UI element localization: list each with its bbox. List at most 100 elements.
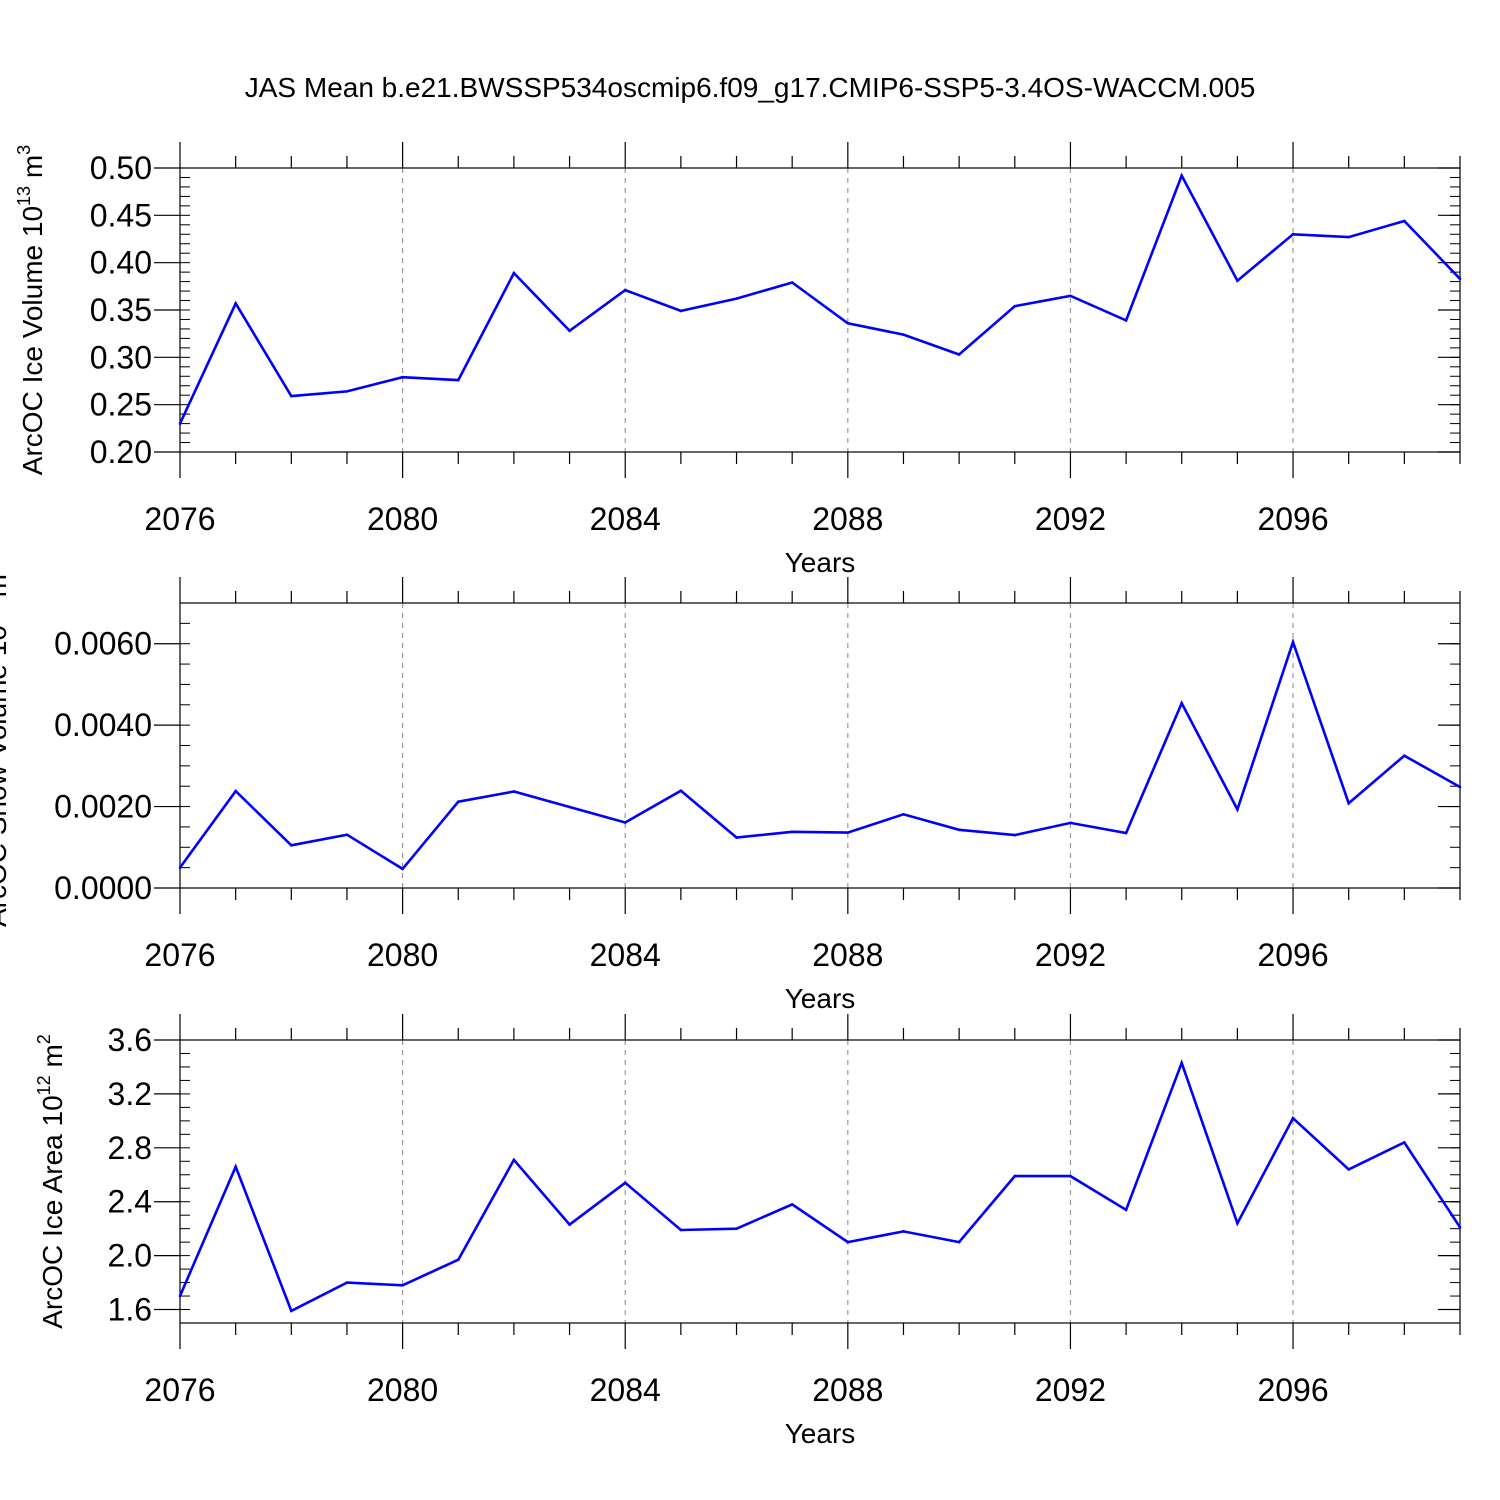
data-point	[401, 867, 404, 871]
data-point	[735, 297, 738, 300]
data-point	[623, 1181, 627, 1185]
data-point	[345, 833, 349, 836]
series-line-snow-volume	[178, 638, 1461, 871]
data-point	[790, 281, 794, 284]
data-point	[456, 378, 460, 382]
data-point	[512, 271, 516, 275]
data-point	[679, 789, 683, 792]
data-point	[1291, 640, 1295, 644]
data-point	[1180, 701, 1184, 705]
data-point	[401, 1283, 404, 1287]
data-point	[1013, 1174, 1017, 1178]
data-point	[623, 288, 627, 292]
data-point	[1458, 277, 1462, 281]
y-tick-label: 0.25	[90, 387, 152, 423]
data-point	[568, 805, 571, 809]
data-point	[902, 813, 905, 816]
data-point	[790, 830, 794, 834]
data-point	[568, 1223, 571, 1226]
x-tick-label: 2096	[1257, 937, 1328, 973]
y-tick-label: 3.6	[108, 1022, 152, 1058]
y-axis-title: ArcOC Ice Volume 1013 m3	[14, 145, 48, 475]
data-point	[1236, 279, 1239, 282]
plot-frame	[179, 602, 1461, 889]
x-tick-label: 2080	[367, 1372, 438, 1408]
x-tick-label: 2092	[1035, 937, 1106, 973]
data-point	[1403, 1141, 1406, 1144]
data-point	[456, 1258, 460, 1261]
data-point	[1458, 1226, 1462, 1229]
x-tick-label: 2096	[1257, 501, 1328, 537]
data-point	[345, 1281, 349, 1284]
x-tick-label: 2084	[590, 1372, 661, 1408]
data-point	[290, 1309, 293, 1313]
data-point	[178, 1294, 182, 1298]
y-tick-label: 0.45	[90, 197, 152, 233]
x-tick-label: 2088	[812, 937, 883, 973]
x-tick-label: 2092	[1035, 501, 1106, 537]
y-tick-label: 0.0040	[54, 707, 152, 743]
y-tick-label: 2.0	[108, 1238, 152, 1274]
data-point	[1180, 174, 1184, 177]
panel-ice-volume: 2076 2080 2084 2088 2092 2096 0.20 0.25 0.30 0.35…	[14, 142, 1462, 578]
x-tick-label: 2088	[812, 501, 883, 537]
y-tick-label: 0.40	[90, 245, 152, 281]
y-tick-label: 0.0020	[54, 789, 152, 825]
y-tick-label: 0.20	[90, 434, 152, 470]
data-point	[345, 390, 349, 393]
data-point	[1124, 1208, 1128, 1212]
y-axis-title: ArcOC Ice Area 1012 m2	[34, 1034, 68, 1329]
data-point	[679, 309, 683, 313]
x-tick-label: 2080	[367, 937, 438, 973]
data-point	[1403, 754, 1406, 757]
y-tick-label: 2.4	[108, 1184, 152, 1220]
data-point	[846, 831, 850, 834]
data-point	[1347, 1168, 1350, 1171]
series-line-ice-area	[178, 1059, 1462, 1313]
data-point	[1403, 219, 1406, 223]
x-tick-label: 2076	[144, 1372, 215, 1408]
data-point	[679, 1228, 683, 1232]
x-tick-label: 2088	[812, 1372, 883, 1408]
x-tick-label: 2084	[590, 937, 661, 973]
data-point	[1347, 235, 1350, 239]
y-tick-label: 3.2	[108, 1076, 152, 1112]
y-tick-label: 2.8	[108, 1130, 152, 1166]
data-point	[1013, 833, 1017, 837]
data-point	[846, 1240, 850, 1244]
y-axis-title: ArcOC Snow Volume 1013 m3	[0, 564, 12, 927]
data-point	[178, 422, 182, 425]
x-axis-title: Years	[785, 1418, 856, 1449]
data-point	[456, 800, 460, 803]
data-point	[1069, 821, 1072, 825]
x-tick-label: 2096	[1257, 1372, 1328, 1408]
data-point	[1124, 831, 1128, 835]
data-point	[234, 302, 237, 305]
panel-ice-area: 2076 2080 2084 2088 2092 2096 1.6 2.0 2.4 2.8 3.2 3…	[34, 1014, 1462, 1449]
data-point	[1291, 232, 1295, 236]
data-point	[1291, 1116, 1295, 1120]
plot-frame	[179, 1039, 1461, 1324]
data-point	[623, 821, 627, 824]
plot-frame	[179, 167, 1461, 453]
data-point	[401, 375, 404, 379]
data-point	[902, 333, 905, 336]
data-point	[290, 394, 293, 398]
data-point	[902, 1230, 905, 1233]
data-point	[234, 789, 237, 793]
x-axis-title: Years	[785, 547, 856, 578]
data-point	[1013, 304, 1017, 308]
data-point	[1347, 802, 1350, 805]
data-point	[512, 790, 516, 793]
y-tick-label: 0.50	[90, 150, 152, 186]
series-line-ice-volume	[178, 172, 1461, 425]
data-point	[512, 1158, 516, 1162]
data-point	[1124, 319, 1128, 322]
data-point	[790, 1203, 794, 1206]
chart-title: JAS Mean b.e21.BWSSP534oscmip6.f09_g17.C…	[244, 72, 1256, 103]
x-tick-label: 2084	[590, 501, 661, 537]
data-point	[1069, 294, 1072, 298]
x-tick-label: 2076	[144, 501, 215, 537]
data-point	[957, 828, 961, 832]
data-point	[846, 321, 850, 325]
